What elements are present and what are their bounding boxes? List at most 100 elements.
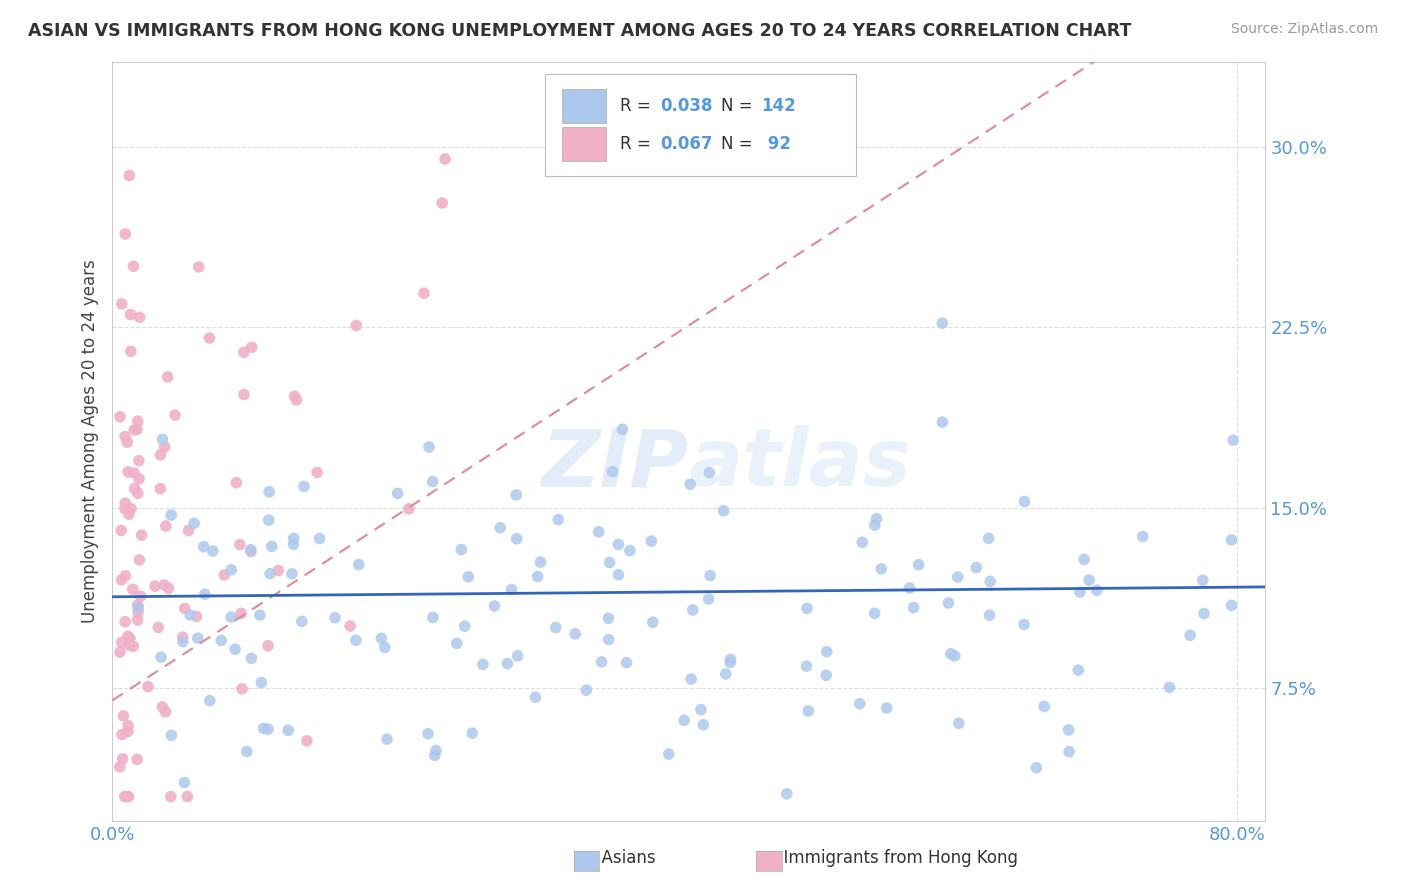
Point: [505, 488, 527, 502]
Point: [1067, 663, 1090, 677]
Point: [1220, 599, 1243, 613]
Point: [277, 723, 299, 738]
Point: [127, 752, 149, 766]
Point: [1014, 494, 1036, 508]
Point: [152, 700, 174, 714]
Point: [718, 656, 741, 670]
Point: [209, 633, 232, 648]
Point: [1012, 617, 1035, 632]
Point: [111, 727, 134, 741]
Point: [117, 629, 139, 643]
Point: [117, 789, 139, 804]
Point: [257, 513, 280, 527]
Point: [323, 611, 346, 625]
Point: [176, 789, 198, 804]
Point: [501, 582, 523, 597]
Point: [250, 675, 273, 690]
Point: [122, 466, 145, 480]
Point: [284, 389, 307, 403]
Point: [117, 435, 139, 450]
Point: [505, 532, 527, 546]
Point: [118, 507, 141, 521]
Point: [699, 568, 721, 582]
Point: [257, 722, 280, 736]
FancyBboxPatch shape: [546, 74, 856, 177]
Point: [344, 318, 367, 333]
Point: [307, 466, 329, 480]
Point: [159, 789, 181, 804]
Point: [114, 569, 136, 583]
Point: [214, 568, 236, 582]
Point: [149, 448, 172, 462]
Point: [240, 340, 263, 354]
Point: [112, 709, 135, 723]
Point: [640, 534, 662, 549]
Point: [903, 600, 925, 615]
Point: [374, 640, 396, 655]
Point: [114, 789, 136, 804]
Point: [186, 609, 208, 624]
Point: [291, 615, 314, 629]
Point: [484, 599, 506, 613]
Point: [240, 651, 263, 665]
Point: [233, 387, 256, 401]
Point: [177, 524, 200, 538]
Point: [259, 566, 281, 581]
Text: ZIP: ZIP: [541, 425, 689, 503]
Point: [682, 603, 704, 617]
Point: [118, 169, 141, 183]
Text: 0.038: 0.038: [661, 96, 713, 115]
Point: [225, 475, 247, 490]
Point: [1178, 628, 1201, 642]
Point: [148, 620, 170, 634]
Point: [965, 560, 987, 574]
Point: [489, 521, 512, 535]
Text: R =: R =: [620, 136, 655, 153]
Point: [506, 648, 529, 663]
Point: [815, 668, 838, 682]
Point: [183, 516, 205, 531]
Point: [231, 607, 253, 621]
Point: [283, 537, 305, 551]
Point: [1033, 699, 1056, 714]
Point: [1069, 585, 1091, 599]
Point: [122, 423, 145, 437]
Point: [446, 636, 468, 650]
Point: [526, 569, 548, 583]
Point: [931, 316, 953, 330]
Point: [797, 704, 820, 718]
Point: [136, 680, 159, 694]
Point: [430, 196, 453, 211]
Point: [179, 607, 201, 622]
Text: N =: N =: [721, 136, 758, 153]
Point: [529, 555, 551, 569]
Point: [416, 727, 439, 741]
Point: [122, 640, 145, 654]
Point: [163, 408, 186, 422]
Point: [114, 429, 136, 443]
Point: [948, 716, 970, 731]
Point: [679, 477, 702, 491]
Point: [127, 600, 149, 615]
Point: [155, 519, 177, 533]
Point: [524, 690, 547, 705]
Point: [461, 726, 484, 740]
FancyBboxPatch shape: [562, 127, 606, 161]
Point: [602, 465, 624, 479]
Point: [870, 562, 893, 576]
Point: [413, 286, 436, 301]
Point: [598, 611, 620, 625]
Point: [111, 752, 134, 766]
Point: [193, 540, 215, 554]
Point: [496, 657, 519, 671]
Point: [457, 570, 479, 584]
Point: [295, 734, 318, 748]
Point: [117, 465, 139, 479]
Point: [117, 718, 139, 732]
Point: [681, 672, 703, 686]
Point: [120, 308, 142, 322]
Point: [224, 642, 246, 657]
Point: [121, 582, 143, 597]
Point: [232, 345, 254, 359]
Point: [173, 601, 195, 615]
